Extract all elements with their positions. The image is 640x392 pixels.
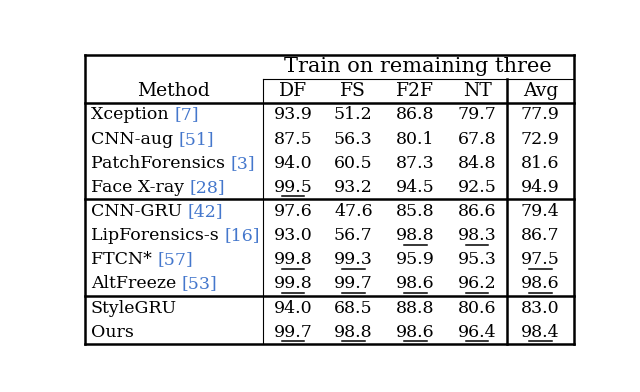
Text: 84.8: 84.8 (458, 155, 496, 172)
Text: 94.0: 94.0 (274, 299, 312, 317)
Text: Avg: Avg (523, 82, 558, 100)
Text: StyleGRU: StyleGRU (91, 299, 177, 317)
Text: 92.5: 92.5 (458, 179, 497, 196)
Text: 98.8: 98.8 (334, 324, 372, 341)
Text: 67.8: 67.8 (458, 131, 497, 148)
Text: 87.5: 87.5 (274, 131, 312, 148)
Text: 96.4: 96.4 (458, 324, 497, 341)
Text: 88.8: 88.8 (396, 299, 435, 317)
Text: 93.9: 93.9 (274, 107, 312, 123)
Text: 79.7: 79.7 (458, 107, 497, 123)
Text: 98.6: 98.6 (521, 276, 559, 292)
Text: 96.2: 96.2 (458, 276, 497, 292)
Text: FS: FS (340, 82, 366, 100)
Text: 94.5: 94.5 (396, 179, 435, 196)
Text: 94.9: 94.9 (521, 179, 560, 196)
Text: 98.8: 98.8 (396, 227, 435, 244)
Text: Xception: Xception (91, 107, 174, 123)
Text: 77.9: 77.9 (521, 107, 560, 123)
Text: 80.1: 80.1 (396, 131, 435, 148)
Text: NT: NT (463, 82, 492, 100)
Text: 86.8: 86.8 (396, 107, 435, 123)
Text: 81.6: 81.6 (521, 155, 559, 172)
Text: 97.6: 97.6 (274, 203, 312, 220)
Text: [57]: [57] (157, 251, 193, 269)
Text: PatchForensics: PatchForensics (91, 155, 230, 172)
Text: 72.9: 72.9 (521, 131, 560, 148)
Text: [42]: [42] (188, 203, 223, 220)
Text: 98.4: 98.4 (521, 324, 559, 341)
Text: FTCN*: FTCN* (91, 251, 157, 269)
Text: 94.0: 94.0 (274, 155, 312, 172)
Text: 98.6: 98.6 (396, 324, 435, 341)
Text: 99.3: 99.3 (334, 251, 373, 269)
Text: [51]: [51] (179, 131, 214, 148)
Text: 99.7: 99.7 (274, 324, 312, 341)
Text: 86.6: 86.6 (458, 203, 496, 220)
Text: 79.4: 79.4 (521, 203, 560, 220)
Text: [16]: [16] (224, 227, 260, 244)
Text: Train on remaining three: Train on remaining three (284, 57, 552, 76)
Text: 87.3: 87.3 (396, 155, 435, 172)
Text: 99.8: 99.8 (274, 251, 312, 269)
Text: 86.7: 86.7 (521, 227, 559, 244)
Text: 97.5: 97.5 (521, 251, 560, 269)
Text: 99.5: 99.5 (274, 179, 312, 196)
Text: Face X-ray: Face X-ray (91, 179, 189, 196)
Text: AltFreeze: AltFreeze (91, 276, 182, 292)
Text: 85.8: 85.8 (396, 203, 435, 220)
Text: 56.7: 56.7 (334, 227, 372, 244)
Text: 68.5: 68.5 (334, 299, 372, 317)
Text: [7]: [7] (174, 107, 198, 123)
Text: 51.2: 51.2 (334, 107, 372, 123)
Text: 80.6: 80.6 (458, 299, 496, 317)
Text: 56.3: 56.3 (334, 131, 372, 148)
Text: 93.2: 93.2 (334, 179, 373, 196)
Text: Method: Method (138, 82, 211, 100)
Text: 99.8: 99.8 (274, 276, 312, 292)
Text: [3]: [3] (230, 155, 255, 172)
Text: F2F: F2F (396, 82, 434, 100)
Text: DF: DF (279, 82, 307, 100)
Text: 98.3: 98.3 (458, 227, 497, 244)
Text: 60.5: 60.5 (334, 155, 372, 172)
Text: 95.3: 95.3 (458, 251, 497, 269)
Text: CNN-aug: CNN-aug (91, 131, 179, 148)
Text: [28]: [28] (189, 179, 225, 196)
Text: 95.9: 95.9 (396, 251, 435, 269)
Text: 83.0: 83.0 (521, 299, 559, 317)
Text: LipForensics-s: LipForensics-s (91, 227, 224, 244)
Text: 99.7: 99.7 (334, 276, 373, 292)
Text: 47.6: 47.6 (334, 203, 372, 220)
Text: 93.0: 93.0 (274, 227, 312, 244)
Text: 98.6: 98.6 (396, 276, 435, 292)
Text: [53]: [53] (182, 276, 218, 292)
Text: Ours: Ours (91, 324, 134, 341)
Text: CNN-GRU: CNN-GRU (91, 203, 188, 220)
